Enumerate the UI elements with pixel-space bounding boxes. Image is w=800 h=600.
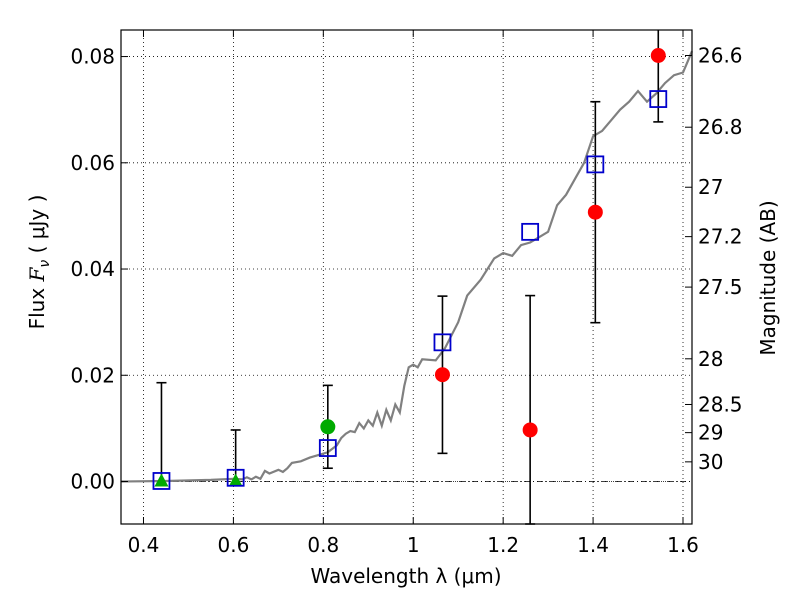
y-axis-title: Flux Fν ( μJy ) [25,195,53,330]
magnitude-tick-label: 27.2 [698,225,743,249]
y-axis-ticks: 0.00 0.02 0.04 0.06 0.08 [70,45,128,494]
y-axis-title-symbol: F [25,266,49,282]
y-axis-title-unit: ( μJy ) [25,195,49,260]
data-points [152,47,668,490]
magnitude-tick-label: 26.8 [698,115,743,139]
x-tick-label: 1.4 [577,533,609,557]
y-tick-label: 0.00 [70,470,115,494]
observed-point-red [587,204,603,220]
y-axis-title-subscript: ν [37,260,53,268]
y-tick-label: 0.06 [70,151,115,175]
observed-point-red [650,47,666,63]
error-bars [156,30,664,525]
model-photometry-square [318,439,337,457]
x-axis-ticks: 0.4 0.6 0.8 1 1.2 1.4 1.6 [128,30,699,557]
magnitude-tick-label: 27 [698,175,723,199]
x-tick-label: 1.6 [667,533,699,557]
observed-point-red [522,422,538,438]
y-axis-title-prefix: Flux [25,281,49,329]
model-photometry-square [226,468,245,487]
observed-point-red [434,367,450,383]
x-tick-label: 0.4 [128,533,160,557]
magnitude-tick-label: 28.5 [698,392,743,416]
observed-point-green [320,419,336,435]
upper-limit-triangle [154,473,169,487]
x-tick-label: 1 [407,533,420,557]
magnitude-tick-label: 30 [698,450,723,474]
model-photometry-square [152,472,171,490]
grid-lines [121,30,692,524]
x-tick-label: 0.6 [217,533,249,557]
upper-limit-triangle [228,473,243,487]
right-axis-title: Magnitude (AB) [756,200,780,355]
magnitude-tick-label: 29 [698,421,723,445]
magnitude-tick-label: 27.5 [698,275,743,299]
y-tick-label: 0.04 [70,257,115,281]
magnitude-axis-ticks: 26.6 26.8 27 27.2 27.5 28 28.5 29 30 [685,43,743,474]
model-photometry-square [586,155,605,174]
y-tick-label: 0.08 [70,45,115,69]
x-axis-title: Wavelength λ (μm) [310,564,501,588]
model-photometry-square [433,333,452,352]
x-tick-label: 1.2 [487,533,519,557]
x-tick-label: 0.8 [307,533,339,557]
plot-frame [120,29,693,525]
model-photometry-square [649,90,668,108]
magnitude-tick-label: 26.6 [698,43,743,67]
y-tick-label: 0.02 [70,363,115,387]
model-photometry-square [521,222,540,241]
model-spectrum-line [120,50,694,483]
magnitude-tick-label: 28 [698,347,723,371]
